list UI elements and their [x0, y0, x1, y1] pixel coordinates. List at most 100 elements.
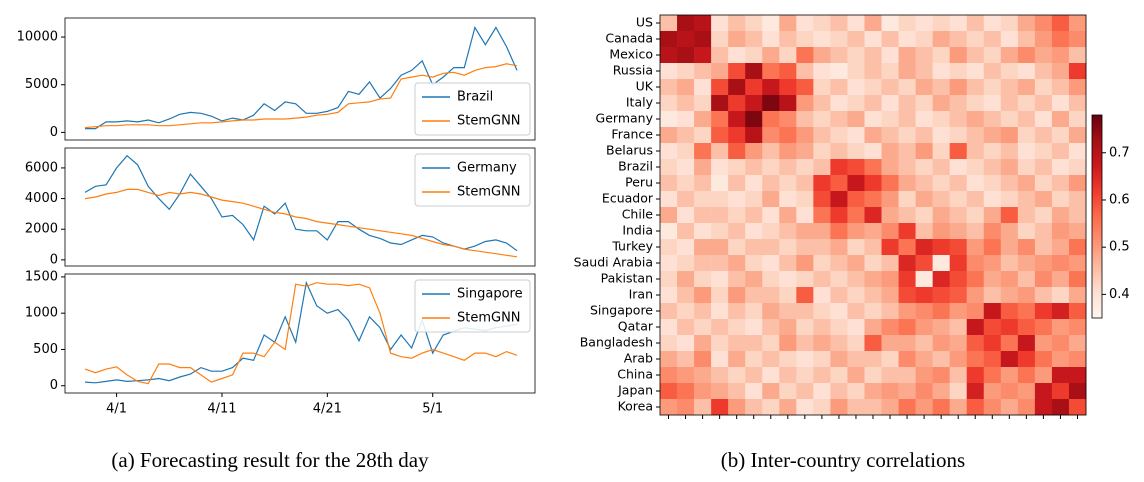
heat-cell	[830, 367, 848, 384]
heat-cell	[1034, 303, 1053, 320]
heat-cell	[847, 223, 865, 240]
heat-cell	[898, 63, 916, 80]
heat-cell	[813, 47, 831, 64]
heat-cell	[779, 271, 797, 288]
heat-cell	[779, 239, 797, 256]
legend-box	[414, 279, 531, 333]
heat-cell	[677, 159, 695, 176]
heat-cell	[864, 335, 882, 352]
heat-cell	[779, 303, 797, 320]
heat-cell	[660, 79, 678, 96]
heat-cell	[762, 223, 780, 240]
heat-cell	[813, 399, 831, 416]
heat-cell	[1068, 399, 1087, 416]
heat-cell	[1068, 63, 1087, 80]
heat-cell	[1000, 367, 1019, 384]
heat-cell	[779, 287, 797, 304]
heat-cell	[898, 383, 916, 400]
heat-cell	[796, 287, 814, 304]
heat-cell	[830, 143, 848, 160]
heat-cell	[1000, 15, 1019, 32]
heat-cell	[949, 63, 968, 80]
heat-cell	[745, 383, 763, 400]
heat-cell	[1034, 351, 1053, 368]
heat-cell	[728, 79, 746, 96]
heat-cell	[983, 303, 1002, 320]
heat-cell	[966, 175, 985, 192]
heat-cell	[745, 175, 763, 192]
heat-cell	[966, 95, 985, 112]
heat-cell	[660, 303, 678, 320]
line-series	[85, 25, 518, 130]
heat-cell	[762, 15, 780, 32]
heat-cell	[711, 271, 729, 288]
heat-cell	[762, 191, 780, 208]
heat-cell	[881, 287, 899, 304]
heat-cell	[915, 335, 933, 352]
heat-cell	[1034, 207, 1053, 224]
heat-cell	[1017, 207, 1036, 224]
heat-cell	[745, 31, 763, 48]
heat-cell	[1068, 367, 1087, 384]
heat-cell	[762, 271, 780, 288]
y-tick-label: France	[611, 127, 653, 142]
heat-cell	[932, 399, 950, 416]
heat-cell	[949, 303, 968, 320]
heat-cell	[898, 79, 916, 96]
heat-cell	[711, 223, 729, 240]
heat-cell	[983, 287, 1002, 304]
y-tick-label: Canada	[605, 31, 653, 46]
heat-cell	[762, 335, 780, 352]
heat-cell	[1000, 239, 1019, 256]
heat-cell	[966, 383, 985, 400]
heat-cell	[745, 15, 763, 32]
heat-cell	[966, 351, 985, 368]
heat-cell	[711, 383, 729, 400]
heat-cell	[711, 95, 729, 112]
heat-cell	[694, 239, 712, 256]
heat-cell	[694, 367, 712, 384]
heat-cell	[966, 143, 985, 160]
heat-cell	[1017, 143, 1036, 160]
heat-cell	[796, 367, 814, 384]
heat-cell	[932, 159, 950, 176]
heat-cell	[1000, 207, 1019, 224]
heat-cell	[881, 143, 899, 160]
heat-cell	[1051, 175, 1070, 192]
heat-cell	[1051, 223, 1070, 240]
heat-cell	[796, 159, 814, 176]
heat-cell	[694, 255, 712, 272]
heat-cell	[881, 175, 899, 192]
heat-cell	[1000, 31, 1019, 48]
heat-cell	[1068, 159, 1087, 176]
heat-cell	[830, 319, 848, 336]
heat-cell	[1017, 79, 1036, 96]
heat-cell	[830, 271, 848, 288]
heat-cell	[1000, 351, 1019, 368]
heat-cell	[728, 239, 746, 256]
heat-cell	[779, 47, 797, 64]
heat-cell	[983, 143, 1002, 160]
y-tick-label: Germany	[596, 111, 654, 126]
heat-cell	[677, 79, 695, 96]
heat-cell	[1000, 143, 1019, 160]
heat-cell	[796, 127, 814, 144]
heat-cell	[1034, 319, 1053, 336]
heat-cell	[762, 399, 780, 416]
heat-cell	[711, 191, 729, 208]
heat-cell	[1017, 367, 1036, 384]
heat-cell	[966, 63, 985, 80]
heat-cell	[1068, 191, 1087, 208]
legend-box	[414, 82, 531, 136]
y-tick-label: Qatar	[618, 319, 654, 334]
heat-cell	[677, 143, 695, 160]
heat-cell	[915, 223, 933, 240]
y-tick-label: Bangladesh	[580, 335, 653, 350]
heat-cell	[762, 95, 780, 112]
heat-cell	[745, 255, 763, 272]
heat-cell	[660, 399, 678, 416]
heat-cell	[949, 207, 968, 224]
y-tick-label: Arab	[624, 351, 653, 366]
legend-label: StemGNN	[457, 114, 521, 129]
heat-cell	[711, 159, 729, 176]
